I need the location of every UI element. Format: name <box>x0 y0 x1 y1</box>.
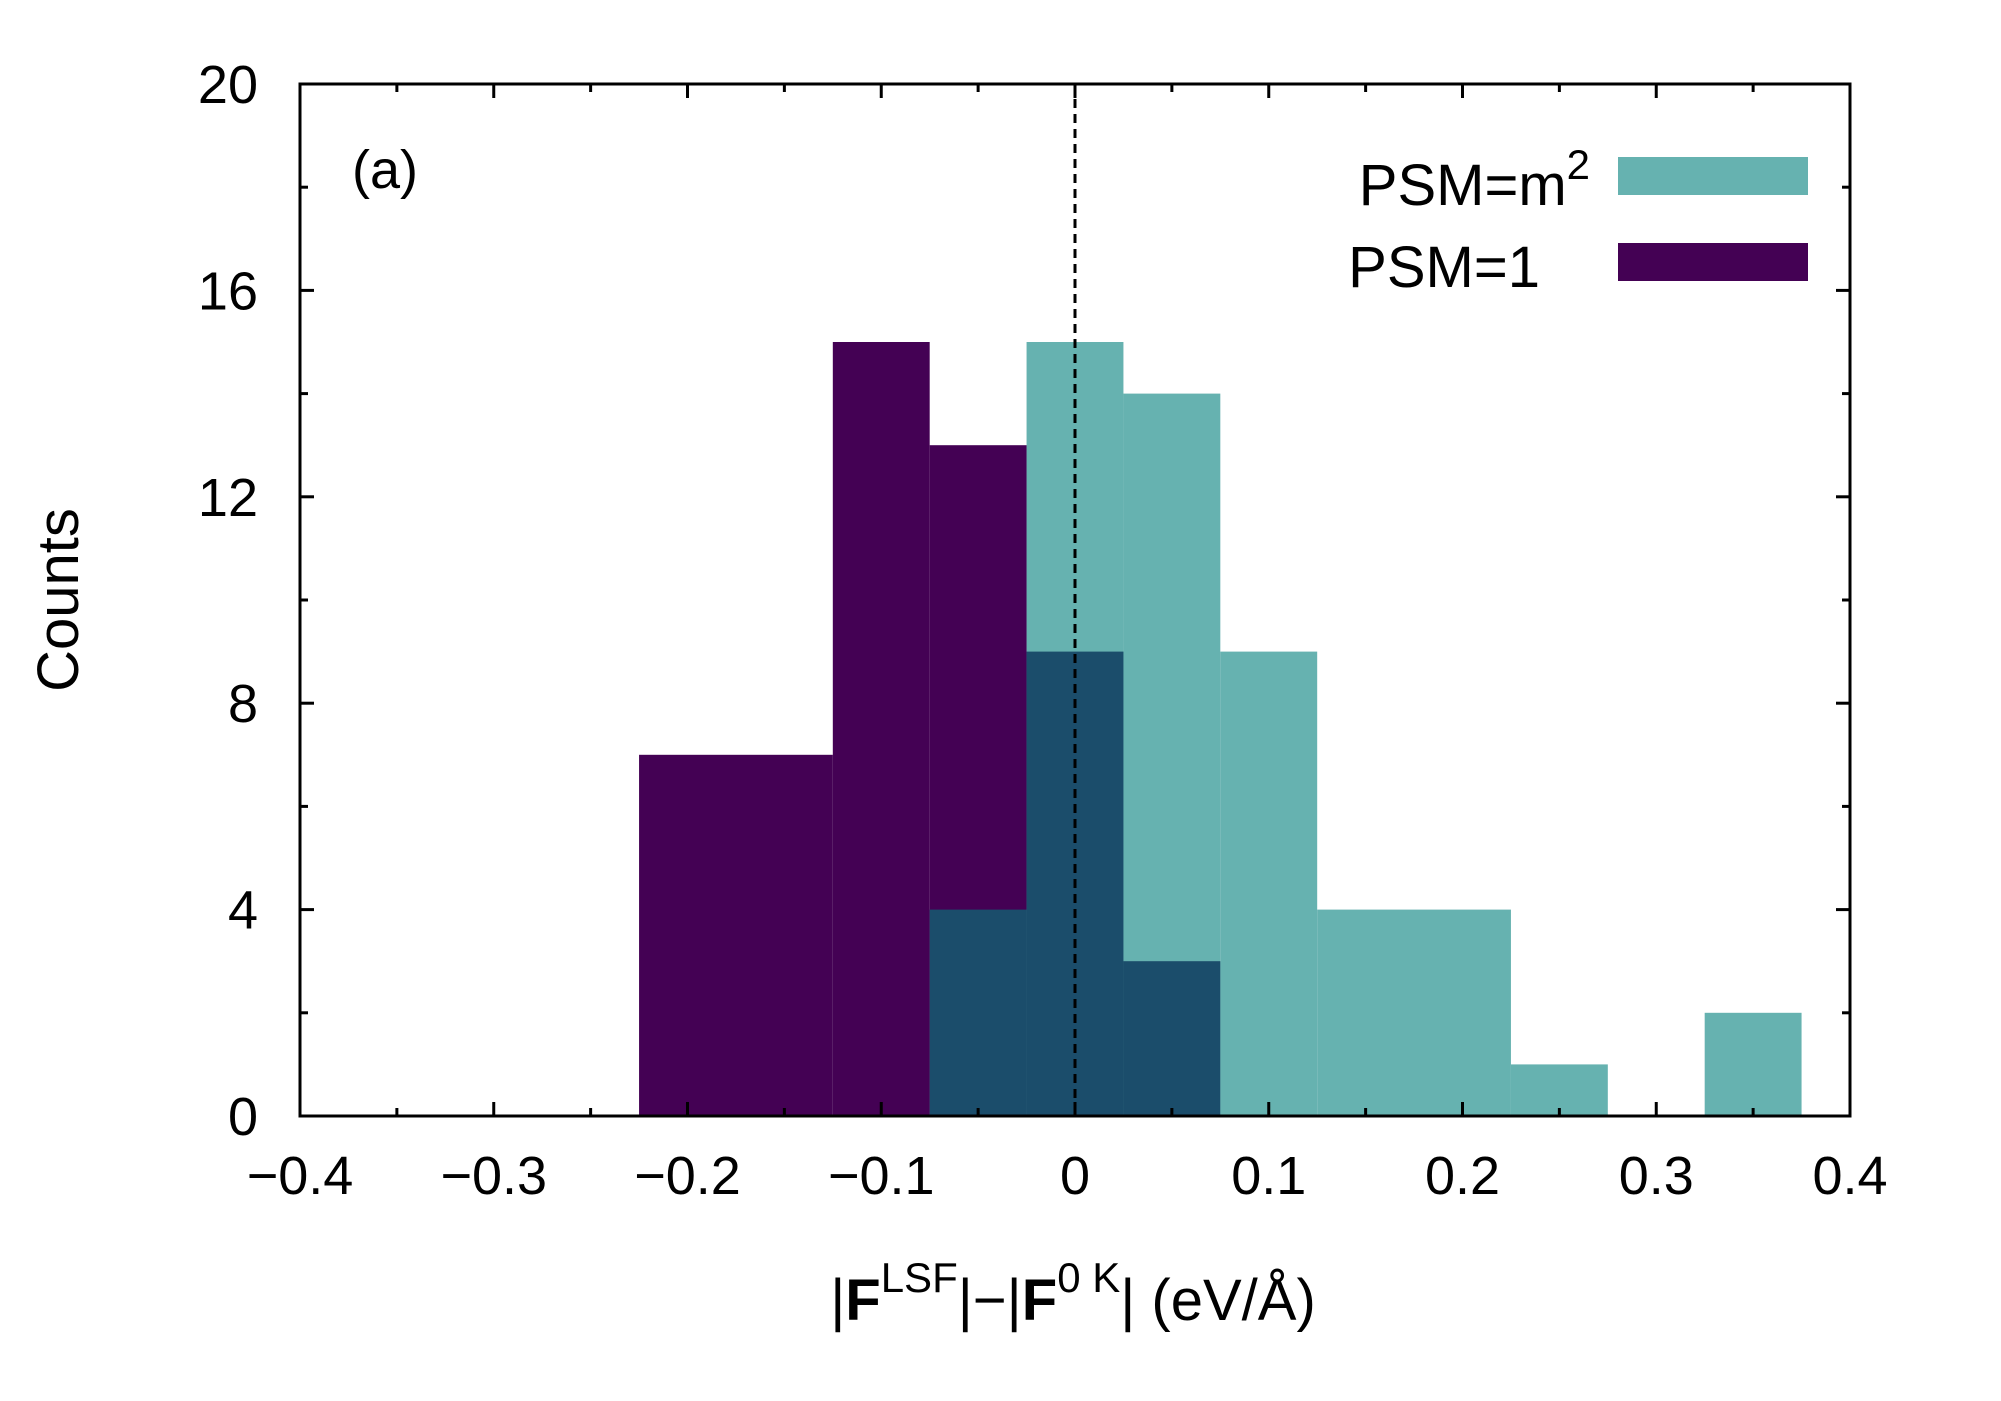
legend-label-psm-1: PSM=1 <box>1348 235 1540 300</box>
x-tick-label: 0.4 <box>1812 1146 1887 1206</box>
legend-swatch-psm-m2 <box>1618 157 1808 195</box>
y-tick-label: 16 <box>198 261 258 321</box>
plot-frame <box>298 82 1852 1118</box>
bar-series1-bin0 <box>639 754 833 1116</box>
ticks-layer: −0.4 −0.3 −0.2 −0.1 0 0.1 0.2 0.3 0.4 0 4 8 12 16 20 <box>198 55 1888 1206</box>
bar-series0-bin3 <box>1317 909 1511 1116</box>
legend: PSM=m2 PSM=1 <box>1348 141 1808 300</box>
x-tick-label: −0.4 <box>247 1146 354 1206</box>
y-axis-title: Counts <box>26 508 91 692</box>
x-tick-label: 0.1 <box>1231 1146 1306 1206</box>
legend-swatch-psm-1 <box>1618 243 1808 281</box>
x-title-sup-0k: 0 K <box>1057 1254 1120 1301</box>
y-tick-label: 4 <box>228 881 258 941</box>
x-tick-label: −0.2 <box>634 1146 741 1206</box>
x-tick-label: 0.3 <box>1619 1146 1694 1206</box>
y-tick-label: 8 <box>228 674 258 734</box>
bar-overlap-bin2 <box>1123 961 1221 1116</box>
x-title-open-bar: | <box>830 1268 845 1333</box>
x-tick-label: 0.2 <box>1425 1146 1500 1206</box>
x-tick-label: −0.3 <box>440 1146 547 1206</box>
legend-label-psm-m2-main: PSM=m <box>1359 153 1567 218</box>
x-title-sup-lsf: LSF <box>881 1254 958 1301</box>
x-tick-label: 0 <box>1060 1146 1090 1206</box>
bar-series1-bin1 <box>832 342 930 1116</box>
y-tick-label: 20 <box>198 55 258 115</box>
bar-overlap-bin0 <box>929 909 1027 1116</box>
y-tick-label: 0 <box>228 1087 258 1147</box>
bar-series0-bin4 <box>1510 1064 1608 1116</box>
panel-label: (a) <box>352 140 418 200</box>
legend-label-psm-m2: PSM=m2 <box>1359 141 1590 218</box>
x-tick-label: −0.1 <box>828 1146 935 1206</box>
x-title-f-lsf: F <box>845 1268 880 1333</box>
x-title-close: | (eV/Å) <box>1120 1268 1316 1333</box>
bars-layer <box>639 342 1802 1117</box>
x-title-f-0k: F <box>1022 1268 1057 1333</box>
bar-series0-bin5 <box>1704 1012 1802 1116</box>
bar-series0-bin2 <box>1220 651 1318 1116</box>
legend-label-psm-m2-sup: 2 <box>1567 141 1590 188</box>
x-axis-title: |FLSF|−|F0 K| (eV/Å) <box>830 1254 1316 1333</box>
y-tick-label: 12 <box>198 468 258 528</box>
x-title-middle: |−| <box>958 1268 1022 1333</box>
